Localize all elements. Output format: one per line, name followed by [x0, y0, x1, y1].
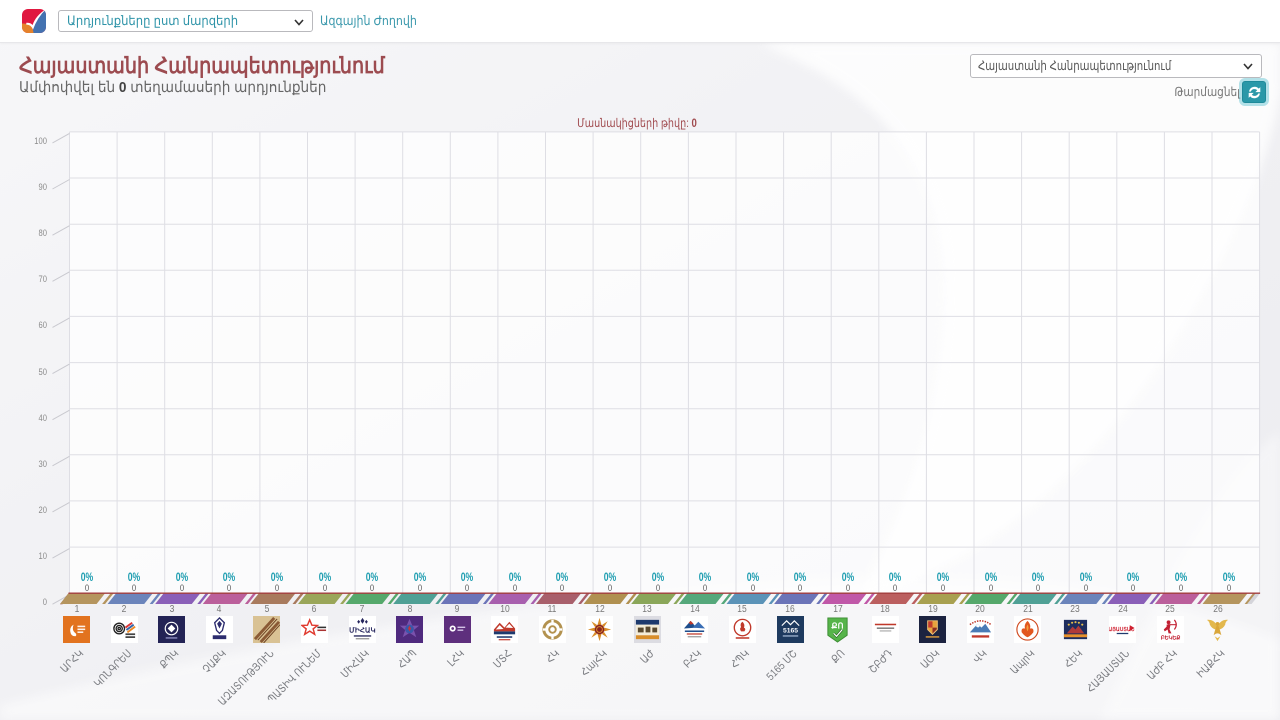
svg-text:ԲԵԿԵՔ: ԲԵԿԵՔ	[1161, 636, 1181, 642]
svg-text:ՔՈ: ՔՈ	[831, 622, 843, 631]
svg-text:5165: 5165	[782, 627, 797, 634]
svg-text:ՄԻՀԱԿ: ՄԻՀԱԿ	[349, 625, 376, 634]
svg-text:ՀԱՅԱՍՏԱՆ: ՀԱՅԱՍՏԱՆ	[1109, 626, 1135, 633]
